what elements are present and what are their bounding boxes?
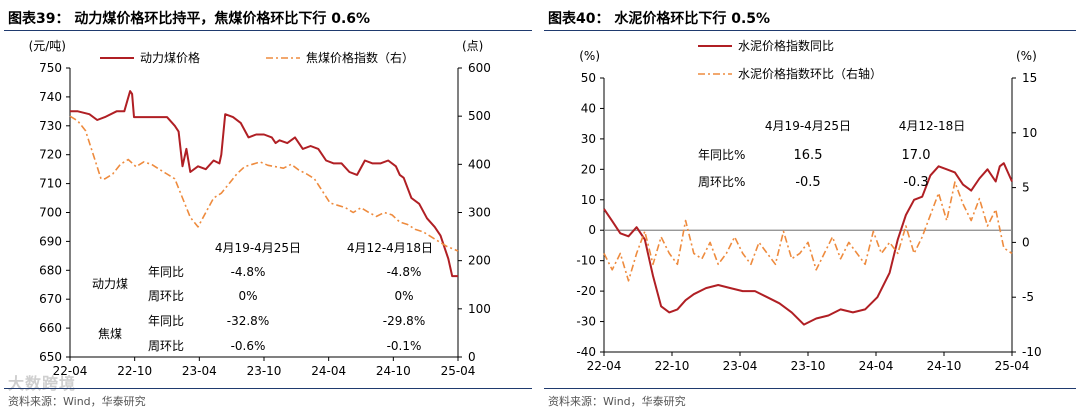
y-tick-label-left: 40: [581, 101, 596, 115]
y-tick-label-right: 15: [1022, 71, 1037, 85]
annotation-row-label: 年同比: [148, 314, 184, 328]
x-tick-label: 23-10: [247, 364, 282, 378]
y-tick-label-right: 600: [468, 61, 491, 75]
legend-label: 动力煤价格: [140, 50, 200, 65]
y-tick-label-right: 200: [468, 254, 491, 268]
y-tick-label-left: 700: [39, 206, 62, 220]
y-tick-label-left: 730: [39, 119, 62, 133]
legend-label: 水泥价格指数同比: [738, 38, 834, 53]
legend-label: 水泥价格指数环比（右轴）: [738, 66, 882, 81]
coal-chart: (元/吨) (点) 750 740 730 720 710 700 690 680 670 660 65…: [29, 39, 491, 378]
chart-title: 图表39： 动力煤价格环比持平，焦煤价格环比下行 0.6%: [8, 11, 371, 27]
y-tick-label-left: -10: [576, 254, 596, 268]
chart-panel-coal: 图表39： 动力煤价格环比持平，焦煤价格环比下行 0.6% (元/吨) (点) 75…: [0, 0, 536, 412]
chart-title: 图表40： 水泥价格环比下行 0.5%: [548, 11, 771, 27]
y-tick-label-left: -40: [576, 345, 596, 359]
series-line-secondary: [69, 115, 459, 252]
annotation-value: 16.5: [794, 148, 823, 163]
y-tick-label-left: 720: [39, 148, 62, 162]
annotation-row-label: 周环比: [148, 339, 184, 353]
annotation-value: -29.8%: [383, 314, 425, 328]
x-tick-label: 25-04: [995, 359, 1030, 373]
y-tick-label-left: 670: [39, 292, 62, 306]
y-tick-label-right: 300: [468, 206, 491, 220]
y-tick-label-right: 0: [468, 350, 476, 364]
y-tick-label-right: 500: [468, 109, 491, 123]
x-tick-label: 24-10: [376, 364, 411, 378]
y-tick-label-left: -20: [576, 284, 596, 298]
annotation-row-label: 周环比: [148, 289, 184, 303]
y-tick-label-right: 10: [1022, 126, 1037, 140]
y-tick-label-left: 0: [588, 223, 596, 237]
y-tick-label-left: 660: [39, 321, 62, 335]
y-tick-label-right: 400: [468, 157, 491, 171]
x-tick-label: 22-10: [655, 359, 690, 373]
annotation-value: -4.8%: [231, 265, 266, 279]
annotation-value: -32.8%: [227, 314, 269, 328]
watermark: 大数跨境: [8, 374, 77, 393]
y-tick-label-left: 750: [39, 61, 62, 75]
y-tick-label-right: 0: [1022, 235, 1030, 249]
chart-panel-cement: 图表40： 水泥价格环比下行 0.5% (%) (%) 50 40 30 20 10 0 -10…: [540, 0, 1080, 412]
annotation-value: -4.8%: [387, 265, 422, 279]
annotation-value: 17.0: [902, 148, 931, 163]
x-tick-label: 22-04: [53, 364, 88, 378]
y-tick-label-left: 20: [581, 162, 596, 176]
source-divider: [544, 388, 1076, 389]
x-tick-label: 25-04: [441, 364, 476, 378]
x-tick-label: 24-10: [927, 359, 962, 373]
annotation-value: 0%: [394, 289, 413, 303]
x-tick-label: 22-10: [117, 364, 152, 378]
annotation-value: -0.3: [903, 175, 928, 190]
right-axis-unit: (%): [1016, 49, 1037, 63]
annotation-group-label: 动力煤: [92, 277, 128, 291]
source-note: 资料来源：Wind，华泰研究: [8, 395, 146, 408]
cement-chart: (%) (%)50403020100-10-20-30-40151050-5-10…: [576, 38, 1042, 373]
series-line-primary: [603, 162, 1013, 326]
y-tick-label-left: 680: [39, 263, 62, 277]
x-tick-label: 24-04: [859, 359, 894, 373]
y-tick-label-left: 50: [581, 71, 596, 85]
title-divider: [4, 30, 532, 31]
annotation-group-label: 焦煤: [98, 327, 122, 341]
y-tick-label-right: 100: [468, 302, 491, 316]
annotation-period-1: 4月19-4月25日: [765, 119, 851, 133]
annotation-value: 0%: [238, 289, 257, 303]
source-note: 资料来源：Wind，华泰研究: [548, 395, 686, 408]
right-axis-unit: (点): [462, 39, 483, 53]
y-tick-label-left: 10: [581, 193, 596, 207]
y-tick-label-left: 690: [39, 234, 62, 248]
series-line-secondary: [603, 181, 1013, 282]
annotation-value: -0.5: [795, 175, 820, 190]
y-tick-label-right: -5: [1022, 290, 1034, 304]
x-tick-label: 23-10: [791, 359, 826, 373]
annotation-row-label: 年同比%: [698, 148, 745, 162]
left-axis-unit: (%): [579, 49, 600, 63]
source-divider: [4, 388, 532, 389]
y-tick-label-left: 710: [39, 177, 62, 191]
annotation-row-label: 年同比: [148, 265, 184, 279]
left-axis-unit: (元/吨): [29, 39, 66, 53]
y-tick-label-left: 740: [39, 90, 62, 104]
x-tick-label: 23-04: [723, 359, 758, 373]
title-divider: [544, 30, 1076, 31]
legend-label: 焦煤价格指数（右）: [306, 50, 414, 65]
annotation-value: -0.6%: [231, 339, 266, 353]
annotation-period-2: 4月12-18日: [899, 119, 966, 133]
x-tick-label: 23-04: [182, 364, 217, 378]
annotation-value: -0.1%: [387, 339, 422, 353]
y-tick-label-left: 650: [39, 350, 62, 364]
x-tick-label: 22-04: [587, 359, 622, 373]
y-tick-label-right: -10: [1022, 345, 1042, 359]
annotation-row-label: 周环比%: [698, 175, 745, 189]
y-tick-label-left: -30: [576, 315, 596, 329]
annotation-period-1: 4月19-4月25日: [215, 241, 301, 255]
y-tick-label-left: 30: [581, 132, 596, 146]
annotation-period-2: 4月12-4月18日: [347, 241, 433, 255]
x-tick-label: 24-04: [311, 364, 346, 378]
y-tick-label-right: 5: [1022, 181, 1030, 195]
series-line-primary: [70, 90, 458, 278]
